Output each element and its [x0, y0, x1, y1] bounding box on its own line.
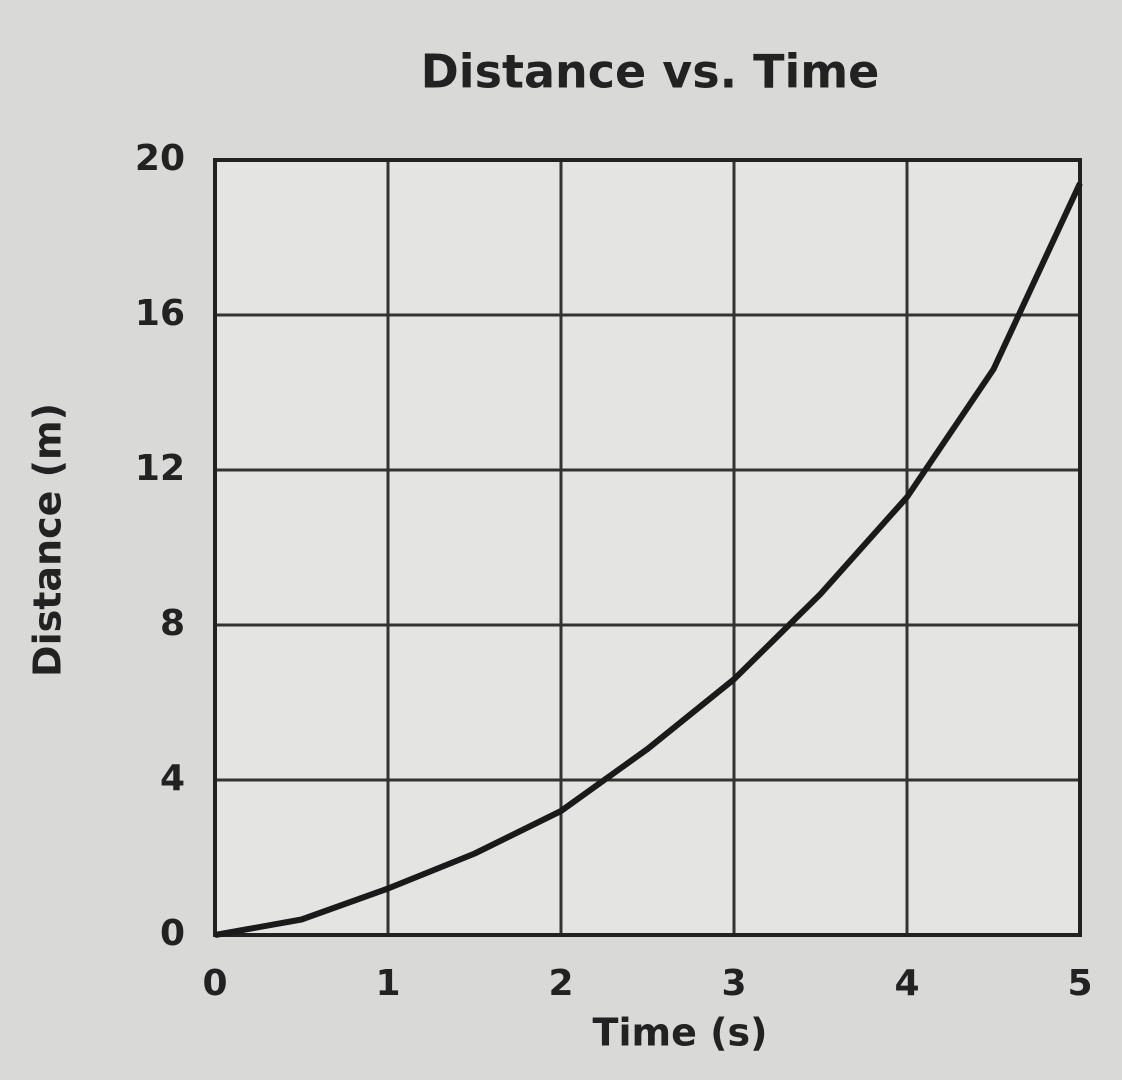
x-tick-label: 4	[894, 963, 919, 1004]
y-axis-label: Distance (m)	[26, 403, 70, 677]
y-tick-label: 12	[135, 448, 185, 489]
y-tick-label: 16	[135, 293, 185, 334]
x-tick-label: 2	[548, 963, 573, 1004]
y-tick-label: 0	[160, 913, 185, 954]
x-tick-label: 0	[202, 963, 227, 1004]
data-line	[214, 181, 1083, 938]
plot-area	[215, 160, 1080, 935]
x-tick-label: 1	[375, 963, 400, 1004]
x-axis-label: Time (s)	[593, 1011, 768, 1055]
plot-border	[213, 158, 1082, 937]
chart-title: Distance vs. Time	[421, 45, 880, 99]
x-tick-label: 5	[1067, 963, 1092, 1004]
x-tick-label: 3	[721, 963, 746, 1004]
y-tick-label: 8	[160, 603, 185, 644]
y-tick-label: 4	[160, 758, 185, 799]
y-tick-label: 20	[135, 138, 185, 179]
